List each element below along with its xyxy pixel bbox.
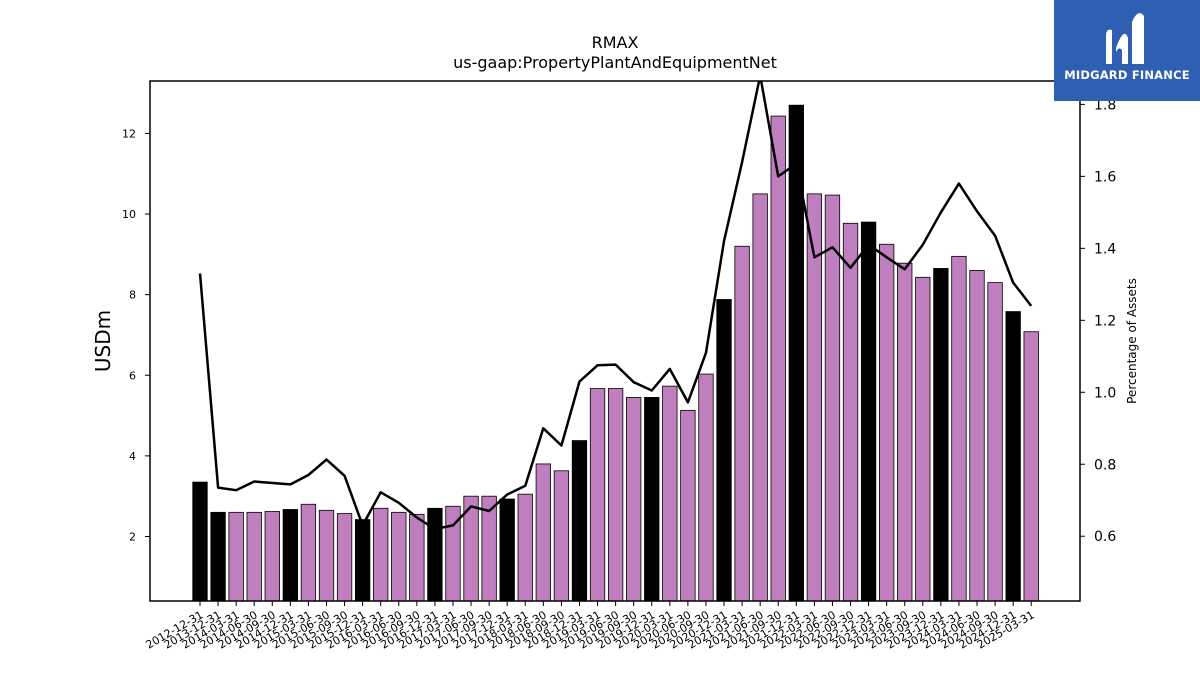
bar [300,503,317,602]
y-axis-label: USDm [91,310,115,372]
bar [571,440,588,602]
bar [517,493,533,602]
bar [499,498,515,602]
bar [210,511,226,602]
bar [336,513,353,602]
bar [969,270,985,602]
bar [788,104,804,602]
y-tick-label-right: 1.6 [1094,169,1116,185]
y-tick-label-right: 0.8 [1094,457,1116,473]
y-tick-label-right: 1.0 [1094,385,1116,401]
midgard-finance-logo: MIDGARD FINANCE [1054,0,1200,101]
y-tick-label-right: 1.4 [1094,241,1116,257]
bar [716,299,732,602]
bar [842,222,859,602]
y-tick-label: 8 [129,289,136,302]
bar [192,481,208,602]
bar [824,194,841,602]
bar [589,388,606,602]
y-tick-label: 6 [129,369,136,382]
chart-title: RMAX [592,33,639,52]
y-tick-label-right: 1.2 [1094,313,1116,329]
bar [770,115,786,602]
y-tick-label: 4 [129,450,136,463]
y-tick-label: 12 [122,127,136,140]
bar [626,397,642,602]
chart-subtitle: us-gaap:PropertyPlantAndEquipmentNet [453,53,777,72]
bar [879,243,895,602]
y-tick-label-right: 1.8 [1094,97,1116,113]
percentage-line [198,81,1033,531]
bar [1005,311,1021,602]
bar [282,509,299,602]
bar [246,511,262,602]
y-axis-right: 0.6 0.8 1.0 1.2 1.4 1.6 1.8 [1080,97,1116,545]
y-tick-label-right: 0.6 [1094,529,1116,545]
bar [553,470,570,602]
bar [951,255,967,602]
bar-series [192,104,1039,602]
bar [535,463,551,602]
bar [987,282,1003,602]
bar [427,507,443,602]
bar [1023,331,1039,602]
plot-frame [149,80,1081,602]
bar [607,388,624,602]
bar [373,507,389,602]
midgard-logo-icon [1106,13,1144,65]
bar [391,511,407,602]
bar [680,409,696,602]
bar [662,385,678,602]
y-tick-label: 10 [122,208,136,221]
line-series [198,81,1033,531]
bar [752,193,768,602]
bar [228,511,244,602]
x-axis: 2012-12-312013-12-312014-03-312014-06-30… [144,601,1037,652]
bar [734,245,750,602]
bar [933,268,949,602]
bar [915,276,931,602]
bar [860,221,877,602]
bar [644,397,660,602]
bar [409,513,425,602]
y-axis-label-right: Percentage of Assets [1125,278,1139,404]
y-axis-left: 2 4 6 8 10 12 [122,127,150,544]
bar [264,511,280,602]
bar [897,262,913,602]
bar [318,509,335,602]
bar [698,373,714,602]
y-tick-label: 2 [129,531,136,544]
logo-text: MIDGARD FINANCE [1064,68,1190,82]
bar [354,519,371,602]
